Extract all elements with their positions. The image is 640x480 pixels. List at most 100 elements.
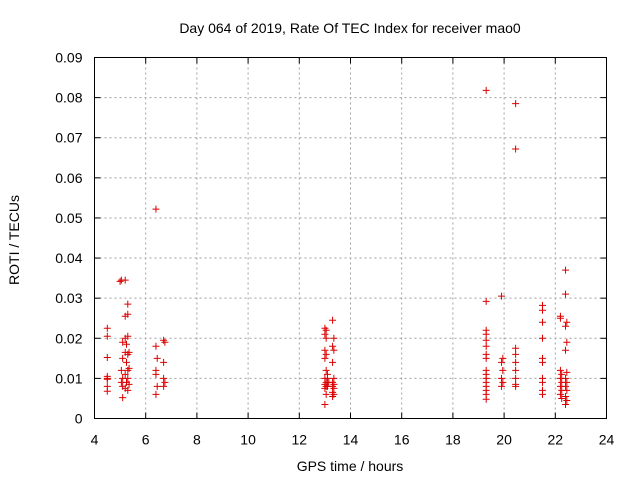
data-point [321, 330, 329, 338]
data-point [482, 86, 490, 94]
data-point [482, 354, 490, 362]
data-point [160, 382, 168, 390]
data-point [539, 334, 546, 342]
x-tick-label: 22 [548, 432, 564, 448]
data-point [152, 390, 160, 398]
y-tick-label: 0.08 [55, 90, 82, 106]
y-tick-label: 0.01 [55, 370, 82, 386]
data-point [498, 358, 506, 366]
data-point [562, 346, 570, 354]
data-point [563, 396, 571, 404]
data-point [322, 350, 330, 358]
data-point [562, 392, 570, 400]
x-tick-label: 14 [343, 432, 359, 448]
plot-frame [94, 57, 607, 419]
y-tick-label: 0.07 [55, 130, 82, 146]
data-point [562, 290, 570, 298]
data-point [329, 358, 337, 366]
y-tick-label: 0.05 [55, 210, 82, 226]
y-tick-label: 0.09 [55, 50, 82, 66]
grid-lines [94, 57, 607, 419]
data-point [539, 390, 546, 398]
data-point [160, 358, 168, 366]
data-point [539, 358, 546, 366]
data-point [124, 300, 132, 308]
data-point [558, 394, 566, 402]
data-point [152, 205, 160, 213]
data-point [160, 374, 168, 382]
x-tick-label: 12 [292, 432, 308, 448]
data-point [124, 366, 132, 374]
data-point [539, 306, 546, 314]
data-point [329, 316, 337, 324]
data-point [124, 332, 132, 340]
x-tick-label: 10 [240, 432, 256, 448]
data-point [103, 354, 111, 362]
data-point [562, 382, 570, 390]
data-point [322, 326, 330, 334]
data-point [482, 395, 490, 403]
data-point [321, 354, 329, 362]
data-point [321, 346, 329, 354]
data-point [329, 392, 337, 400]
data-point [482, 330, 490, 338]
data-point [153, 382, 161, 390]
data-point [499, 378, 507, 386]
data-point [558, 370, 566, 378]
data-point [125, 380, 133, 388]
data-point [330, 346, 338, 354]
data-point [499, 366, 507, 374]
data-point [498, 382, 506, 390]
data-point [123, 340, 130, 348]
x-tick-label: 18 [445, 432, 461, 448]
data-point [153, 354, 161, 362]
data-point [556, 314, 564, 322]
data-point [512, 100, 520, 108]
data-point [330, 334, 338, 342]
data-point [562, 266, 570, 274]
data-point [512, 344, 520, 352]
data-point [512, 366, 520, 374]
data-point [152, 370, 160, 378]
y-axis-label: ROTI / TECUs [6, 195, 22, 285]
data-point [512, 358, 520, 366]
data-point [512, 374, 520, 382]
data-point [119, 338, 127, 346]
data-point [563, 386, 571, 394]
x-tick-label: 4 [91, 432, 99, 448]
data-point [330, 374, 338, 382]
data-point [323, 374, 331, 382]
data-point [124, 374, 132, 382]
data-point [322, 334, 330, 342]
data-point [539, 318, 546, 326]
y-tick-label: 0 [75, 411, 83, 427]
data-point [563, 338, 571, 346]
y-tick-label: 0.04 [55, 250, 82, 266]
data-point [512, 382, 520, 390]
data-point [512, 350, 520, 358]
chart-title: Day 064 of 2019, Rate Of TEC Index for r… [179, 20, 521, 36]
x-tick-label: 8 [193, 432, 201, 448]
data-point [103, 375, 111, 383]
data-point [161, 338, 169, 346]
y-tick-label: 0.02 [55, 330, 82, 346]
data-point [563, 368, 571, 376]
data-point [482, 297, 490, 305]
data-point [121, 370, 129, 378]
data-point [103, 387, 111, 395]
data-point [562, 374, 570, 382]
y-tick-label: 0.03 [55, 290, 82, 306]
data-point [498, 374, 506, 382]
data-point [556, 366, 564, 374]
data-point [119, 354, 127, 362]
data-point [152, 342, 160, 350]
data-point [563, 318, 571, 326]
axis-ticks: 4 6 8 10 12 14 16 18 20 22 24 0 0.01 0.02 0.03 0.04 0.05… [55, 50, 614, 448]
data-point [161, 378, 169, 386]
data-point [563, 378, 571, 386]
data-point [117, 366, 125, 374]
data-point [562, 322, 570, 330]
x-tick-label: 20 [496, 432, 512, 448]
data-point [482, 342, 490, 350]
data-point [321, 400, 329, 408]
